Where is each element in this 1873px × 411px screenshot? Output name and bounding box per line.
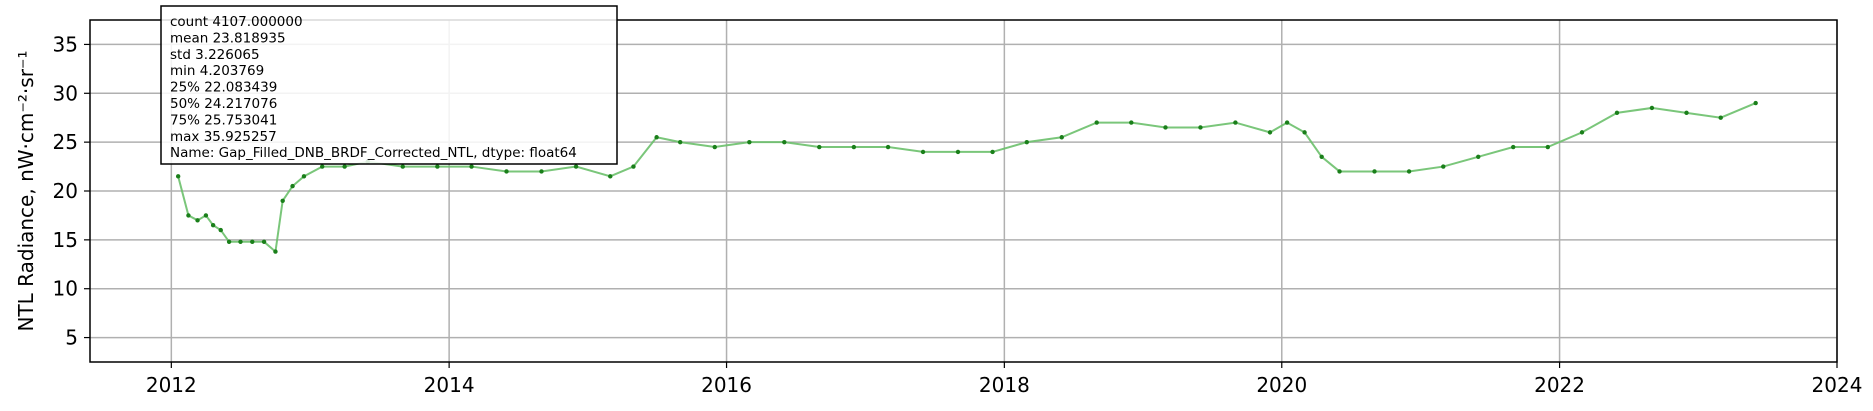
data-point <box>608 174 613 179</box>
data-point <box>851 144 857 150</box>
y-axis: 5 10 15 20 25 30 35 <box>53 32 90 350</box>
data-point <box>186 213 191 218</box>
data-point <box>319 164 325 169</box>
data-point <box>817 144 822 150</box>
data-point <box>273 249 278 254</box>
data-point <box>1233 120 1238 125</box>
stats-line: max 35.925257 <box>170 129 277 145</box>
stats-box-frame <box>160 5 618 165</box>
data-point <box>226 239 232 245</box>
data-point <box>504 169 509 174</box>
y-tick-label: 10 <box>53 277 78 301</box>
data-point <box>1579 130 1585 135</box>
data-point <box>218 227 223 233</box>
data-point <box>1163 125 1168 130</box>
data-point <box>280 198 285 203</box>
data-point <box>195 218 200 223</box>
x-tick-label: 2020 <box>1256 373 1307 397</box>
data-point <box>1302 130 1307 135</box>
data-point <box>210 223 216 228</box>
data-point <box>920 149 926 155</box>
y-tick-label: 30 <box>53 81 78 105</box>
data-point <box>712 144 717 150</box>
stats-line: min 4.203769 <box>170 63 264 79</box>
data-point <box>400 164 405 169</box>
data-point <box>654 135 659 140</box>
y-tick-label: 25 <box>53 130 78 154</box>
stats-line: 75% 25.753041 <box>170 112 277 128</box>
data-point <box>782 139 787 145</box>
data-point <box>990 149 995 155</box>
series-line <box>177 102 1757 254</box>
data-point <box>250 239 255 245</box>
stats-line: std 3.226065 <box>170 47 260 63</box>
data-point <box>1441 164 1446 169</box>
data-point <box>1511 144 1516 150</box>
data-point <box>1284 120 1290 125</box>
data-point <box>1198 125 1203 130</box>
x-axis: 2012 2014 2016 2018 2020 2022 2024 <box>146 362 1863 397</box>
data-point <box>631 164 636 169</box>
data-point <box>1267 130 1273 135</box>
data-point <box>261 239 267 245</box>
data-point <box>301 174 307 179</box>
data-point <box>1319 154 1324 159</box>
data-point <box>1372 169 1377 174</box>
y-tick-label: 15 <box>53 228 78 252</box>
series-layer <box>175 100 1758 254</box>
data-point <box>203 213 209 218</box>
data-point <box>539 169 544 174</box>
data-point <box>1718 115 1723 120</box>
data-point <box>1406 169 1412 174</box>
data-point <box>885 144 891 150</box>
data-point <box>573 164 579 169</box>
x-tick-label: 2016 <box>701 373 752 397</box>
y-tick-label: 20 <box>53 179 78 203</box>
x-tick-label: 2024 <box>1812 373 1863 397</box>
data-point <box>175 174 181 179</box>
stats-line: count 4107.000000 <box>170 14 303 30</box>
x-tick-label: 2012 <box>146 373 197 397</box>
stats-line: 50% 24.217076 <box>170 96 277 112</box>
data-point <box>290 183 295 189</box>
data-point <box>1753 100 1758 106</box>
y-tick-label: 35 <box>53 32 78 56</box>
data-point <box>1649 105 1655 111</box>
x-tick-label: 2018 <box>979 373 1030 397</box>
y-tick-label: 5 <box>65 326 78 350</box>
data-point <box>1024 139 1029 145</box>
data-point <box>677 139 683 145</box>
x-tick-label: 2022 <box>1534 373 1585 397</box>
data-point <box>1545 144 1550 150</box>
data-point <box>955 149 961 155</box>
data-point <box>1476 154 1481 159</box>
data-point <box>435 164 440 169</box>
data-point <box>747 139 752 145</box>
stats-line: mean 23.818935 <box>170 30 286 46</box>
stats-line: Name: Gap_Filled_DNB_BRDF_Corrected_NTL,… <box>170 145 577 161</box>
data-point <box>342 164 347 169</box>
data-point <box>1094 120 1099 125</box>
data-point <box>469 164 474 169</box>
data-point <box>1059 135 1064 140</box>
stats-line: 25% 22.083439 <box>170 80 277 96</box>
y-axis-label: NTL Radiance, nW·cm⁻²·sr⁻¹ <box>14 50 38 331</box>
data-point <box>1129 120 1134 125</box>
data-point <box>238 239 243 245</box>
data-point <box>1614 110 1620 116</box>
data-point <box>1684 110 1689 116</box>
data-point <box>1337 169 1342 174</box>
x-tick-label: 2014 <box>424 373 475 397</box>
